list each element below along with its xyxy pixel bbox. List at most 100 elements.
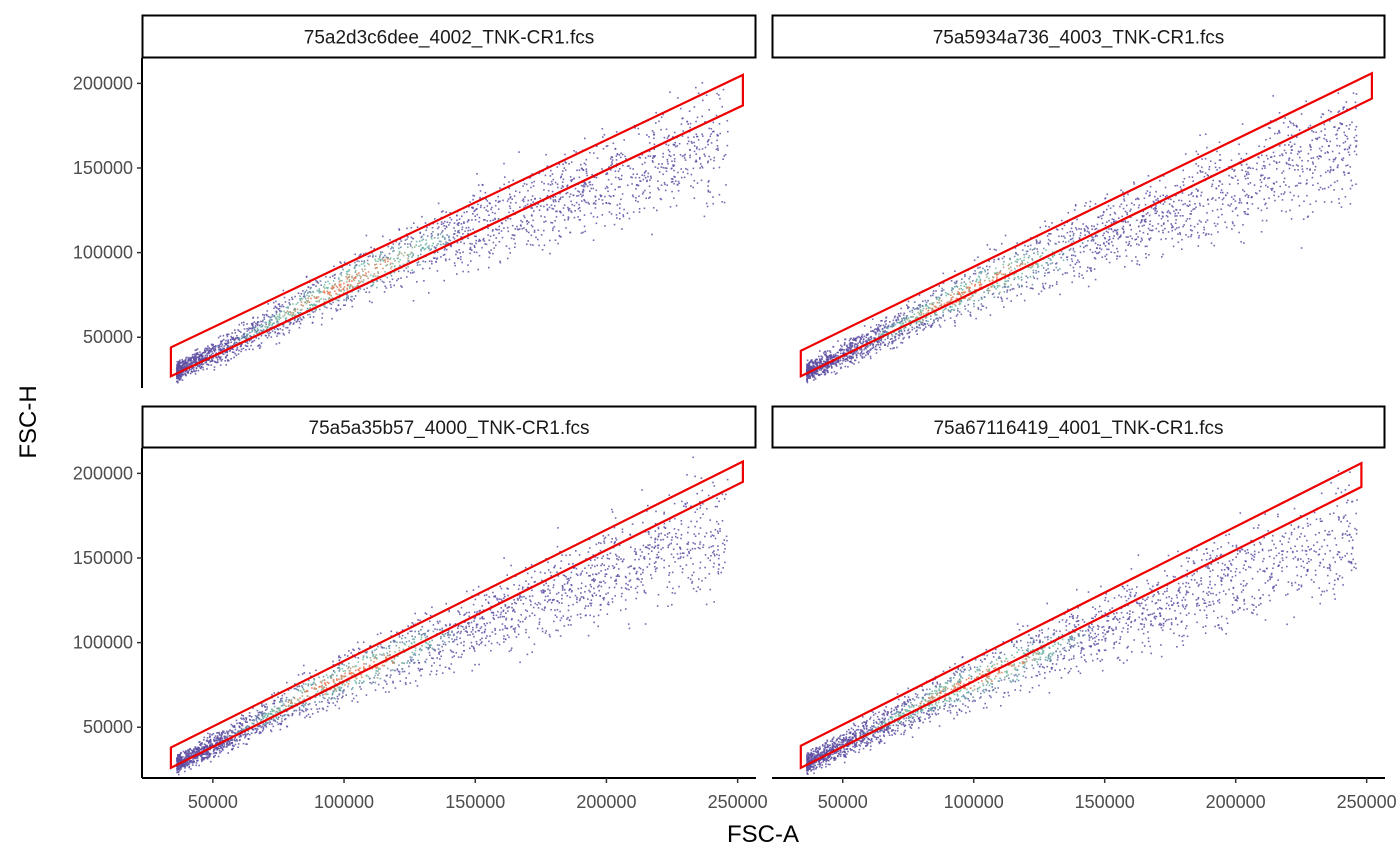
data-point bbox=[407, 270, 409, 273]
data-point bbox=[948, 310, 950, 312]
data-point bbox=[935, 306, 937, 309]
data-point bbox=[1093, 257, 1096, 259]
data-point bbox=[201, 358, 203, 361]
data-point bbox=[1247, 167, 1249, 169]
data-point bbox=[712, 130, 714, 133]
data-point bbox=[336, 309, 339, 311]
data-point bbox=[1264, 176, 1266, 179]
data-point bbox=[387, 260, 389, 263]
data-point bbox=[829, 354, 831, 357]
data-point bbox=[546, 165, 549, 167]
data-point bbox=[1231, 196, 1233, 198]
data-point bbox=[1021, 285, 1023, 288]
data-point bbox=[1009, 258, 1011, 261]
data-point bbox=[280, 305, 283, 308]
data-point bbox=[458, 222, 460, 224]
data-point bbox=[973, 302, 975, 305]
data-point bbox=[978, 276, 981, 279]
data-point bbox=[712, 121, 715, 124]
data-point bbox=[936, 314, 938, 316]
data-point bbox=[954, 270, 956, 272]
data-point bbox=[932, 309, 934, 311]
data-point bbox=[393, 284, 395, 287]
data-point bbox=[1278, 145, 1281, 147]
data-point bbox=[1035, 239, 1037, 241]
data-point bbox=[693, 136, 695, 138]
data-point bbox=[707, 189, 710, 192]
data-point bbox=[935, 290, 937, 292]
data-point bbox=[662, 113, 664, 116]
data-point bbox=[915, 330, 917, 333]
data-point bbox=[993, 261, 995, 263]
data-point bbox=[178, 373, 180, 375]
data-point bbox=[957, 307, 959, 310]
data-point bbox=[363, 261, 366, 263]
data-point bbox=[297, 318, 299, 321]
data-point bbox=[392, 250, 394, 253]
data-point bbox=[375, 260, 377, 262]
data-point bbox=[583, 199, 585, 201]
data-point bbox=[906, 304, 908, 306]
data-point bbox=[193, 357, 195, 360]
data-point bbox=[220, 342, 222, 344]
data-point bbox=[1332, 160, 1335, 163]
data-point bbox=[552, 227, 554, 230]
data-point bbox=[307, 299, 309, 302]
data-point bbox=[183, 362, 185, 364]
data-point bbox=[338, 283, 341, 286]
data-point bbox=[200, 359, 202, 361]
data-point bbox=[962, 291, 965, 293]
data-point bbox=[605, 202, 608, 204]
data-point bbox=[354, 295, 357, 297]
data-point bbox=[276, 320, 279, 322]
data-point bbox=[835, 365, 838, 367]
data-point bbox=[1147, 175, 1150, 177]
data-point bbox=[861, 336, 864, 339]
data-point bbox=[1298, 182, 1300, 184]
data-point bbox=[1240, 202, 1243, 204]
data-point bbox=[829, 362, 832, 365]
data-point bbox=[824, 369, 827, 372]
data-point bbox=[996, 286, 999, 288]
data-point bbox=[235, 354, 238, 357]
data-point bbox=[878, 333, 880, 335]
data-point bbox=[197, 359, 200, 361]
data-point bbox=[915, 322, 918, 325]
data-point bbox=[984, 270, 987, 273]
data-point bbox=[1155, 199, 1157, 201]
data-point bbox=[190, 360, 193, 362]
data-point bbox=[574, 187, 577, 190]
data-point bbox=[992, 276, 995, 279]
data-point bbox=[1295, 164, 1298, 166]
data-point bbox=[880, 338, 883, 340]
data-point bbox=[1318, 147, 1321, 150]
data-point bbox=[550, 204, 553, 206]
data-point bbox=[258, 331, 261, 334]
data-point bbox=[1140, 220, 1143, 223]
data-point bbox=[1342, 157, 1345, 159]
data-point bbox=[1143, 219, 1146, 221]
data-point bbox=[367, 277, 369, 280]
data-point bbox=[1193, 208, 1196, 210]
data-point bbox=[1088, 231, 1090, 233]
data-point bbox=[966, 287, 968, 289]
data-point bbox=[276, 315, 279, 318]
data-point bbox=[1005, 280, 1008, 283]
data-point bbox=[870, 326, 872, 329]
data-point bbox=[938, 302, 941, 304]
data-point bbox=[257, 337, 260, 340]
data-point bbox=[363, 274, 366, 277]
data-point bbox=[1184, 153, 1187, 155]
data-point bbox=[550, 180, 553, 183]
data-point bbox=[1072, 232, 1075, 235]
data-point bbox=[1020, 279, 1023, 281]
data-point bbox=[980, 303, 983, 305]
data-point bbox=[230, 341, 232, 344]
data-point bbox=[505, 219, 507, 222]
data-point bbox=[188, 364, 190, 366]
data-point bbox=[864, 347, 866, 350]
data-point bbox=[1334, 157, 1337, 159]
data-point bbox=[670, 168, 673, 170]
data-point bbox=[682, 117, 684, 119]
